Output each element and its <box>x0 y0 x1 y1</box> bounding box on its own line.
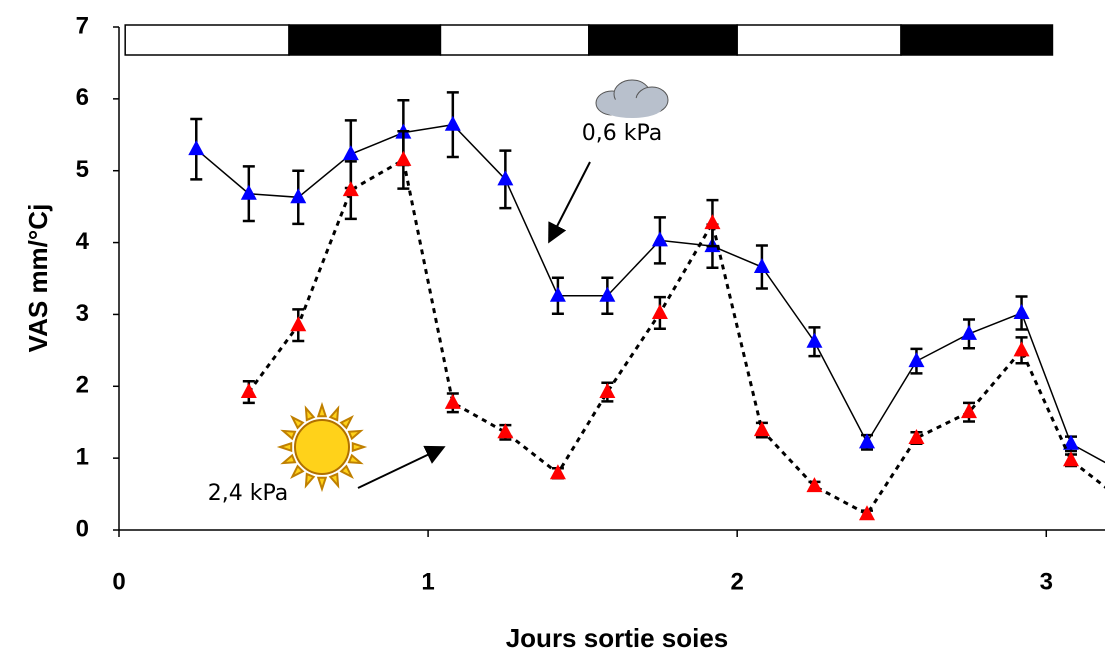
marker <box>240 383 257 399</box>
sun-icon <box>276 401 368 493</box>
photoperiod-segment <box>736 24 902 56</box>
y-tick-label: 4 <box>76 228 90 255</box>
sun-ray <box>304 472 316 489</box>
y-tick-label: 5 <box>76 156 89 183</box>
plot-area <box>188 91 1105 521</box>
marker <box>599 286 616 302</box>
marker <box>549 464 566 480</box>
marker <box>1063 434 1079 450</box>
x-tick-label: 2 <box>731 568 744 595</box>
y-tick-label: 3 <box>76 300 89 327</box>
sun-ray <box>351 441 368 453</box>
marker <box>188 140 205 156</box>
sun-ray <box>290 415 305 430</box>
y-tick-label: 2 <box>76 372 89 399</box>
marker <box>753 258 770 274</box>
sun-ray <box>276 441 293 453</box>
photoperiod-segment <box>588 24 738 56</box>
marker <box>599 383 616 399</box>
cloud-icon <box>595 79 669 118</box>
layer: 0 1 2 3 4 5 6 7 0 1 2 3 <box>76 12 1105 595</box>
y-tick-label: 7 <box>76 12 89 39</box>
photoperiod-segment <box>439 24 590 56</box>
marker <box>497 170 514 186</box>
marker <box>342 145 359 161</box>
marker <box>1063 451 1079 467</box>
marker <box>908 352 925 368</box>
y-axis-title: VAS mm/°Cj <box>23 204 53 353</box>
sun-ray <box>316 476 328 493</box>
annotation: 0,6 kPa <box>582 121 662 146</box>
annotation-arrow <box>548 161 591 244</box>
marker <box>497 423 514 439</box>
marker <box>549 286 566 302</box>
marker <box>1013 303 1030 319</box>
y-tick-label: 6 <box>76 84 89 111</box>
sun-ray <box>339 415 354 430</box>
marker <box>753 421 770 437</box>
marker <box>961 403 977 419</box>
marker <box>806 477 823 493</box>
marker <box>240 184 257 200</box>
x-tick-label: 3 <box>1040 568 1053 595</box>
x-tick-label: 1 <box>421 568 434 595</box>
marker <box>806 332 823 348</box>
sun-ray <box>339 464 354 479</box>
sun-ray <box>304 405 316 422</box>
marker <box>961 324 977 340</box>
photoperiod-segment <box>900 24 1054 56</box>
marker <box>444 115 461 131</box>
y-tick-label: 1 <box>76 443 89 470</box>
annotation-arrow <box>357 445 446 489</box>
marker <box>342 181 359 197</box>
marker <box>859 505 875 521</box>
sun-ray <box>347 453 364 465</box>
sun-ray <box>280 429 297 441</box>
sun-ray <box>280 453 297 465</box>
y-tick-label: 0 <box>76 515 89 542</box>
x-axis-title: Jours sortie soies <box>506 623 729 653</box>
x-tick-label: 0 <box>112 568 125 595</box>
annotation: 2,4 kPa <box>208 481 288 506</box>
marker <box>859 433 875 449</box>
marker <box>651 231 668 247</box>
photoperiod-segment <box>288 24 442 56</box>
sun-ray <box>290 464 305 479</box>
sun-ray <box>328 405 340 422</box>
sun-ray <box>316 401 328 418</box>
marker <box>444 393 461 409</box>
marker <box>290 188 307 204</box>
marker <box>651 303 668 319</box>
marker <box>395 150 412 166</box>
marker <box>908 429 925 445</box>
marker <box>1013 341 1030 357</box>
marker <box>704 214 721 230</box>
sun-ray <box>328 472 340 489</box>
photoperiod-segment <box>124 24 290 56</box>
series-line <box>247 157 1105 517</box>
marker <box>290 316 307 332</box>
sun-ray <box>347 429 364 441</box>
